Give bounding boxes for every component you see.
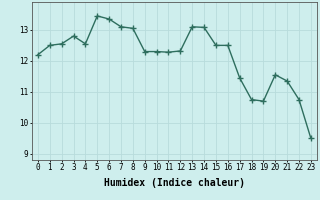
X-axis label: Humidex (Indice chaleur): Humidex (Indice chaleur) — [104, 178, 245, 188]
